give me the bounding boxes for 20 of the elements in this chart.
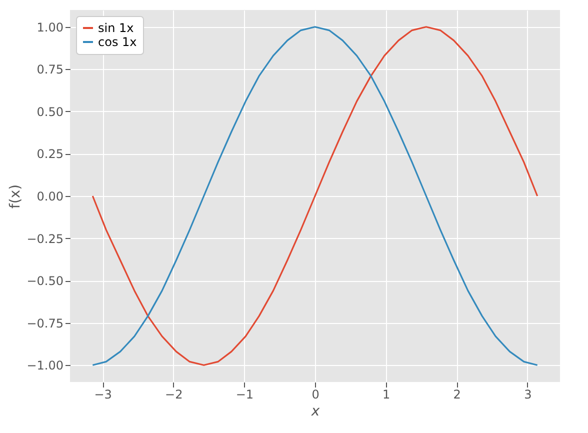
x-tick-label: 3 (524, 388, 532, 402)
y-axis-title: f(x) (8, 184, 24, 209)
x-tick-label: −1 (236, 388, 254, 402)
legend-label: sin 1x (98, 21, 134, 35)
y-tick-label: 0.50 (36, 104, 64, 119)
y-tick-label: 0.75 (36, 62, 64, 77)
y-tick-label: 0.25 (36, 147, 64, 162)
legend-label: cos 1x (98, 35, 137, 49)
x-axis-title: x (310, 404, 320, 420)
y-tick-label: −0.25 (26, 232, 64, 246)
x-tick-label: 1 (382, 388, 390, 402)
y-tick-label: 0.00 (36, 190, 64, 204)
x-tick-label: −2 (165, 388, 183, 402)
x-tick-label: 0 (312, 388, 320, 402)
y-tick-label: −0.75 (26, 316, 64, 330)
y-tick-label: −1.00 (26, 358, 64, 373)
x-tick-label: −3 (94, 388, 112, 402)
x-tick-label: 2 (453, 388, 461, 402)
y-tick-label: −0.50 (26, 274, 64, 288)
y-tick-label: 1.00 (36, 20, 64, 34)
